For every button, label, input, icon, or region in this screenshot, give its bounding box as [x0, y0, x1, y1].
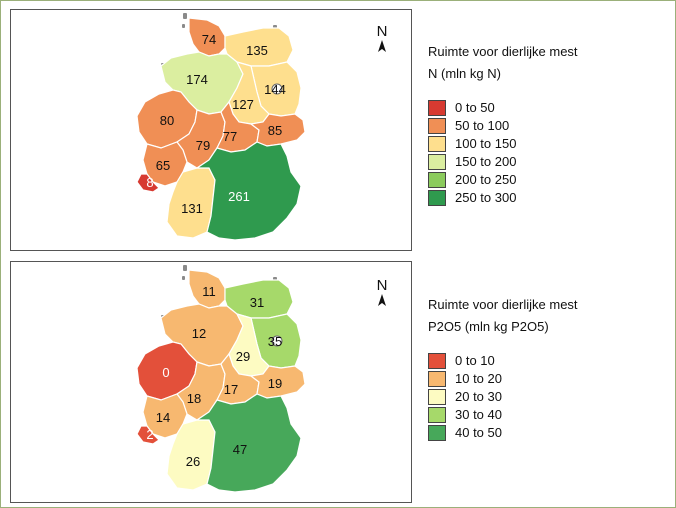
- label-mecklenburg-vorpommern: 31: [250, 295, 264, 310]
- legend-label: 0 to 10: [455, 353, 495, 368]
- label-thueringen: 77: [223, 129, 237, 144]
- label-mecklenburg-vorpommern: 135: [246, 43, 268, 58]
- north-label: N: [376, 277, 388, 294]
- legend-label: 250 to 300: [455, 190, 517, 205]
- legend-swatch: [428, 154, 446, 170]
- label-sachsen: 85: [268, 123, 282, 138]
- legend-item: 0 to 10: [428, 352, 668, 370]
- label-schleswig-holstein: 11: [202, 284, 216, 299]
- island-amrum: [182, 276, 185, 280]
- label-baden-wuerttemberg: 26: [186, 454, 200, 469]
- north-indicator: N: [375, 278, 389, 306]
- region-saarland: [136, 425, 160, 445]
- island-ruegen: [273, 277, 277, 280]
- legend-title-line1: Ruimte voor dierlijke mest: [428, 297, 578, 312]
- label-brandenburg: 144: [264, 82, 286, 97]
- label-sachsen-anhalt: 127: [232, 97, 254, 112]
- map-panel-nitrogen: 74 135 174 144 127 80 79 77 85 65 8 131 …: [10, 9, 412, 251]
- berlin-marker: [271, 335, 283, 347]
- label-baden-wuerttemberg: 131: [181, 201, 203, 216]
- legend-label: 100 to 150: [455, 136, 517, 151]
- legend-label: 50 to 100: [455, 118, 510, 133]
- label-nordrhein-westfalen: 80: [160, 113, 174, 128]
- legend-swatch: [428, 425, 446, 441]
- legend-label: 20 to 30: [455, 389, 502, 404]
- label-saarland: 2: [146, 427, 153, 442]
- legend-swatch: [428, 407, 446, 423]
- legend-item: 30 to 40: [428, 406, 668, 424]
- legend-label: 150 to 200: [455, 154, 517, 169]
- north-label: N: [376, 23, 388, 40]
- legend-item: 10 to 20: [428, 370, 668, 388]
- legend-item: 20 to 30: [428, 388, 668, 406]
- island-amrum: [182, 24, 185, 28]
- legend-swatch: [428, 389, 446, 405]
- label-nordrhein-westfalen: 0: [162, 365, 169, 380]
- legend-item: 250 to 300: [428, 189, 668, 207]
- legend-item: 100 to 150: [428, 135, 668, 153]
- region-saarland: [136, 173, 160, 193]
- north-arrow-icon: [378, 40, 386, 52]
- label-bayern: 47: [233, 442, 247, 457]
- region-bayern: [195, 141, 302, 241]
- legend-swatch: [428, 371, 446, 387]
- label-rheinland-pfalz: 65: [156, 158, 170, 173]
- legend-title-line1: Ruimte voor dierlijke mest: [428, 44, 578, 59]
- label-sachsen: 19: [268, 376, 282, 391]
- legend-title-line2: P2O5 (mln kg P2O5): [428, 319, 549, 334]
- legend-item: 0 to 50: [428, 99, 668, 117]
- legend-swatch: [428, 118, 446, 134]
- label-bayern: 261: [228, 189, 250, 204]
- legend-items: 0 to 10 10 to 20 20 to 30 30 to 40 40 to…: [428, 352, 668, 442]
- legend-label: 30 to 40: [455, 407, 502, 422]
- legend-item: 40 to 50: [428, 424, 668, 442]
- label-hessen: 18: [187, 391, 201, 406]
- legend-swatch: [428, 136, 446, 152]
- label-thueringen: 17: [224, 382, 238, 397]
- germany-map-nitrogen: 74 135 174 144 127 80 79 77 85 65 8 131 …: [136, 13, 306, 241]
- map-panel-phosphate: 11 31 12 35 29 0 18 17 19 14 2 26 47 N: [10, 261, 412, 503]
- legend-label: 40 to 50: [455, 425, 502, 440]
- north-indicator: N: [375, 24, 389, 52]
- label-rheinland-pfalz: 14: [156, 410, 170, 425]
- label-saarland: 8: [146, 175, 153, 190]
- legend-nitrogen: Ruimte voor dierlijke mest N (mln kg N) …: [428, 41, 668, 207]
- germany-map-phosphate: 11 31 12 35 29 0 18 17 19 14 2 26 47: [136, 265, 306, 493]
- legend-swatch: [428, 100, 446, 116]
- label-sachsen-anhalt: 29: [236, 349, 250, 364]
- island-ruegen: [273, 25, 277, 28]
- label-hessen: 79: [196, 138, 210, 153]
- legend-label: 200 to 250: [455, 172, 517, 187]
- label-niedersachsen: 174: [186, 72, 208, 87]
- berlin-marker: [271, 83, 283, 95]
- legend-label: 0 to 50: [455, 100, 495, 115]
- label-schleswig-holstein: 74: [202, 32, 216, 47]
- legend-swatch: [428, 353, 446, 369]
- legend-item: 200 to 250: [428, 171, 668, 189]
- region-bayern: [195, 393, 302, 493]
- island-sylt: [183, 13, 187, 19]
- island-sylt: [183, 265, 187, 271]
- north-arrow-icon: [378, 294, 386, 306]
- legend-label: 10 to 20: [455, 371, 502, 386]
- legend-title-line2: N (mln kg N): [428, 66, 501, 81]
- label-niedersachsen: 12: [192, 326, 206, 341]
- legend-phosphate: Ruimte voor dierlijke mest P2O5 (mln kg …: [428, 294, 668, 442]
- legend-swatch: [428, 190, 446, 206]
- legend-item: 150 to 200: [428, 153, 668, 171]
- label-brandenburg: 35: [268, 334, 282, 349]
- legend-item: 50 to 100: [428, 117, 668, 135]
- legend-swatch: [428, 172, 446, 188]
- legend-items: 0 to 50 50 to 100 100 to 150 150 to 200 …: [428, 99, 668, 207]
